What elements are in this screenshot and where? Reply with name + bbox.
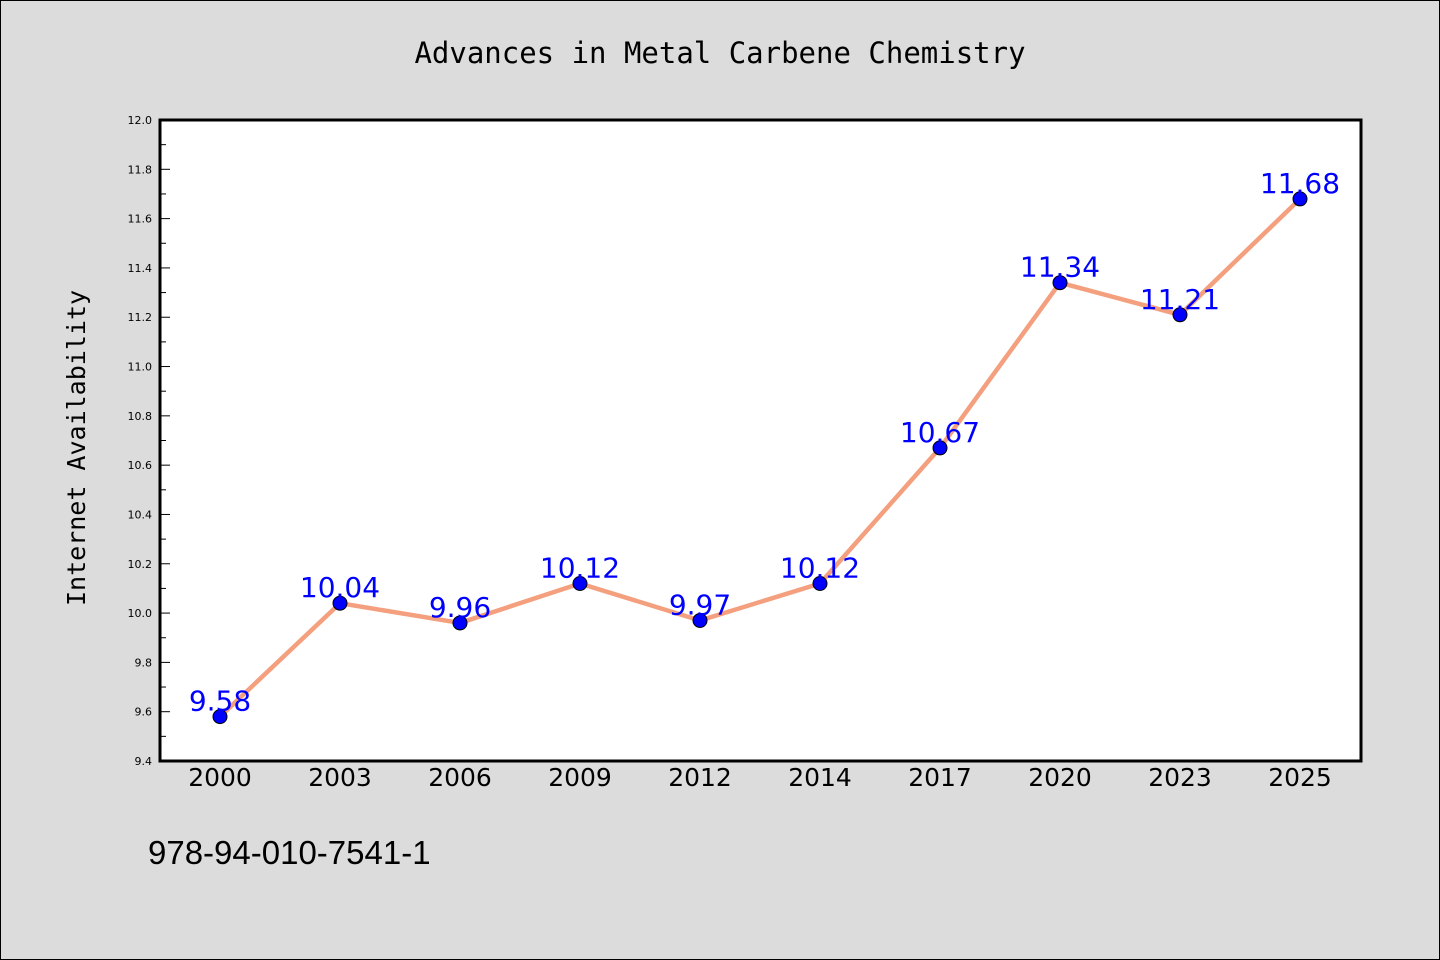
y-axis-ticks: 9.4 9.6 9.8 10.0 10.2 10.4 10.6 10.8 11.0 11.2 11.…: [128, 114, 170, 768]
data-point: [212, 709, 228, 725]
y-tick-label: 12.0: [128, 114, 153, 127]
chart-title: Advances in Metal Carbene Chemistry: [414, 36, 1025, 70]
y-tick-label: 10.0: [128, 607, 153, 620]
y-tick-label: 11.2: [128, 311, 153, 324]
data-point: [812, 575, 828, 591]
data-label: 9.58: [189, 685, 251, 718]
data-label: 10.12: [780, 551, 860, 584]
data-point: [932, 440, 948, 456]
series-markers-group: [212, 191, 1308, 725]
data-point: [692, 612, 708, 628]
x-tick-label: 2009: [548, 763, 612, 792]
data-label: 11.21: [1140, 283, 1220, 316]
x-tick-label: 2000: [188, 763, 252, 792]
data-label: 9.96: [429, 591, 491, 624]
data-point: [1052, 275, 1068, 291]
data-point: [572, 575, 588, 591]
data-label: 10.12: [540, 551, 620, 584]
y-tick-label: 11.0: [128, 361, 153, 374]
y-tick-label: 9.6: [135, 706, 153, 719]
y-tick-label: 9.4: [135, 755, 153, 768]
data-point: [452, 615, 468, 631]
series-line: [217, 196, 1303, 719]
data-point: [1172, 307, 1188, 323]
x-tick-label: 2025: [1268, 763, 1332, 792]
x-tick-label: 2020: [1028, 763, 1092, 792]
y-tick-label: 9.8: [135, 656, 153, 669]
x-tick-label: 2014: [788, 763, 852, 792]
x-tick-label: 2006: [428, 763, 492, 792]
y-axis-label: Internet Availability: [62, 290, 91, 606]
data-label: 11.34: [1020, 251, 1100, 284]
footer-isbn: 978-94-010-7541-1: [148, 834, 431, 871]
data-point: [332, 595, 348, 611]
x-axis-ticks: 2000 2003 2006 2009 2012 2014 2017 2020 2023 2025: [188, 763, 1332, 792]
y-tick-label: 11.8: [128, 163, 153, 176]
y-tick-label: 10.4: [128, 508, 153, 521]
y-tick-label: 10.6: [128, 459, 153, 472]
data-label: 11.68: [1260, 167, 1340, 200]
x-tick-label: 2003: [308, 763, 372, 792]
y-tick-label: 10.2: [128, 558, 153, 571]
plot-area: [158, 118, 1363, 763]
data-label: 10.04: [300, 571, 380, 604]
x-tick-label: 2023: [1148, 763, 1212, 792]
series-line-group: [217, 196, 1303, 719]
y-tick-label: 11.6: [128, 213, 153, 226]
data-label: 10.67: [900, 416, 980, 449]
data-labels-group: 9.58 10.04 9.96 10.12 9.97 10.12 10.67 11.34 11.…: [189, 167, 1340, 718]
y-tick-label: 11.4: [128, 262, 153, 275]
x-tick-label: 2017: [908, 763, 972, 792]
data-label: 9.97: [669, 588, 731, 621]
y-tick-label: 10.8: [128, 410, 153, 423]
data-point: [1292, 191, 1308, 207]
x-tick-label: 2012: [668, 763, 732, 792]
